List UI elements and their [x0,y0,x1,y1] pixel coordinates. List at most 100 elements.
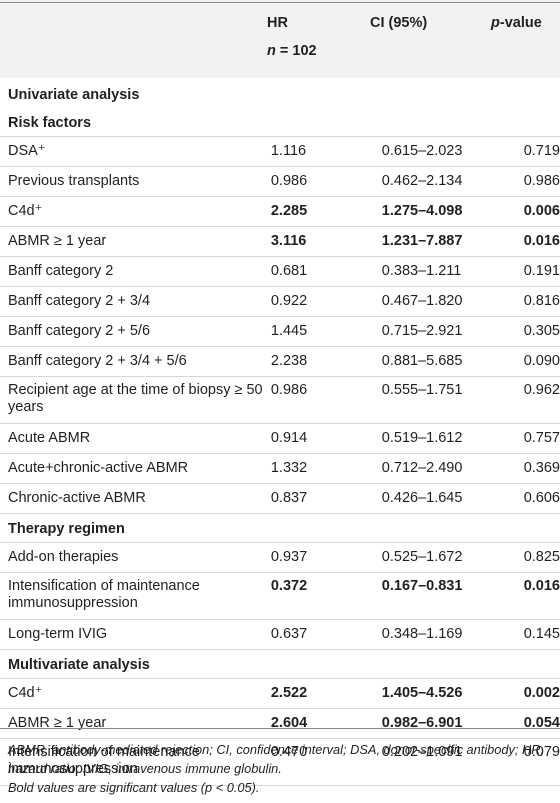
footnote-significance: Bold values are significant values (p < … [8,780,260,795]
section-row: Risk factors [0,108,560,137]
table-row: Intensification of maintenance immunosup… [0,572,560,620]
p-value: 0.369 [516,453,560,484]
header-p-prefix: p [491,15,500,31]
p-value: 0.191 [516,256,560,287]
ci-value: 0.167–0.831 [374,572,517,620]
header-hr: HR [267,15,288,31]
ci-value: 0.383–1.211 [374,256,517,287]
row-label: Add-on therapies [0,542,264,573]
p-value: 0.606 [516,483,560,514]
table-row: Banff category 2 0.681 0.383–1.211 0.191 [0,256,560,287]
hr-value: 3.116 [263,226,375,257]
table-row: C4d⁺ 2.522 1.405–4.526 0.002 [0,678,560,709]
p-value: 0.962 [516,376,560,424]
hr-value: 0.681 [263,256,375,287]
hr-value: 0.922 [263,286,375,317]
table-row: Intensification of maintenance immunosup… [0,738,560,786]
table-row: ABMR ≥ 1 year 2.604 0.982–6.901 0.054 [0,708,560,739]
hr-value: 0.986 [263,166,375,197]
hr-value: 1.332 [263,453,375,484]
hr-value: 0.914 [263,423,375,454]
row-label: C4d⁺ [0,196,264,227]
p-value: 0.016 [516,226,560,257]
footnote-abbreviations: ABMR, antibody-mediated rejection; CI, c… [8,742,545,776]
header-n-label: n [267,43,276,59]
hr-value: 0.637 [263,619,375,650]
header-n: n = 102 [267,43,317,59]
header-n-value: = 102 [275,43,317,59]
row-label: Banff category 2 + 5/6 [0,316,264,347]
hr-value: 0.986 [263,376,375,424]
section-label: Risk factors [0,108,560,137]
header-ci: CI (95%) [370,15,428,31]
ci-value: 0.525–1.672 [374,542,517,573]
ci-value: 0.426–1.645 [374,483,517,514]
hr-value: 2.238 [263,346,375,377]
p-value: 0.002 [516,678,560,709]
table-header: HR n = 102 CI (95%) p-value [0,0,560,78]
p-value: 0.757 [516,423,560,454]
p-value: 0.090 [516,346,560,377]
table-row: Long-term IVIG 0.637 0.348–1.169 0.145 [0,619,560,650]
row-label: Banff category 2 [0,256,264,287]
table-row: Banff category 2 + 5/6 1.445 0.715–2.921 0.… [0,316,560,347]
row-label: DSA⁺ [0,136,264,167]
hr-value: 2.285 [263,196,375,227]
bottom-rule [0,728,560,729]
ci-value: 0.555–1.751 [374,376,517,424]
row-label: Chronic-active ABMR [0,483,264,514]
table-row: Add-on therapies 0.937 0.525–1.672 0.825 [0,542,560,573]
table-row: Banff category 2 + 3/4 0.922 0.467–1.820 0.… [0,286,560,317]
row-label: Banff category 2 + 3/4 [0,286,264,317]
section-row: Multivariate analysis [0,649,560,679]
row-label: Acute+chronic-active ABMR [0,453,264,484]
ci-value: 0.715–2.921 [374,316,517,347]
p-value: 0.016 [516,572,560,620]
section-row: Therapy regimen [0,513,560,543]
ci-value: 0.202–1.091 [374,738,517,786]
p-value: 0.816 [516,286,560,317]
ci-value: 0.462–2.134 [374,166,517,197]
hr-value: 1.116 [263,136,375,167]
ci-value: 1.405–4.526 [374,678,517,709]
hr-value: 0.937 [263,542,375,573]
row-label: ABMR ≥ 1 year [0,226,264,257]
hr-value: 2.522 [263,678,375,709]
top-rule [0,2,560,3]
ci-value: 0.467–1.820 [374,286,517,317]
ci-value: 0.348–1.169 [374,619,517,650]
data-table: Univariate analysis Risk factors DSA⁺ 1.116… [0,80,560,786]
row-label: Acute ABMR [0,423,264,454]
header-p-suffix: -value [499,15,542,31]
ci-value: 0.982–6.901 [374,708,517,739]
hr-value: 1.445 [263,316,375,347]
section-label: Therapy regimen [0,513,560,543]
row-label: Previous transplants [0,166,264,197]
p-value: 0.054 [516,708,560,739]
ci-value: 0.881–5.685 [374,346,517,377]
section-label: Univariate analysis [8,87,140,103]
table-row: Recipient age at the time of biopsy ≥ 50… [0,376,560,424]
p-value: 0.079 [516,738,560,786]
table-row: Acute+chronic-active ABMR 1.332 0.712–2.49… [0,453,560,484]
p-value: 0.825 [516,542,560,573]
ci-value: 1.231–7.887 [374,226,517,257]
ci-value: 0.615–2.023 [374,136,517,167]
section-label: Multivariate analysis [0,649,560,679]
hr-value: 0.837 [263,483,375,514]
p-value: 0.006 [516,196,560,227]
row-label: C4d⁺ [0,678,264,709]
section-row: Univariate analysis [0,80,560,108]
row-label: Banff category 2 + 3/4 + 5/6 [0,346,264,377]
table-row: DSA⁺ 1.116 0.615–2.023 0.719 [0,136,560,167]
hr-value: 0.372 [263,572,375,620]
hr-value: 0.470 [263,738,375,786]
table-row: Chronic-active ABMR 0.837 0.426–1.645 0.606 [0,483,560,514]
table-row: ABMR ≥ 1 year 3.116 1.231–7.887 0.016 [0,226,560,257]
p-value: 0.986 [516,166,560,197]
table-row: C4d⁺ 2.285 1.275–4.098 0.006 [0,196,560,227]
table-row: Previous transplants 0.986 0.462–2.134 0.98… [0,166,560,197]
ci-value: 0.712–2.490 [374,453,517,484]
row-label: Long-term IVIG [0,619,264,650]
